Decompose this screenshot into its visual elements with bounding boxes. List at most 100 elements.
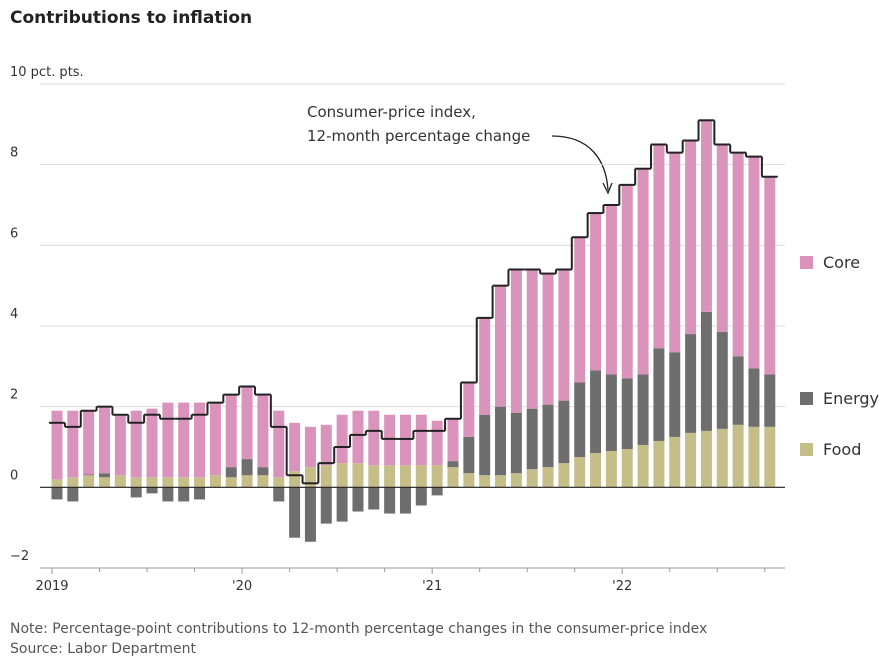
bar-segment — [83, 409, 95, 475]
annotation-arrowhead — [602, 182, 613, 195]
x-tick-label: '22 — [612, 579, 632, 594]
bar-segment — [669, 152, 681, 353]
bar-segment — [241, 475, 253, 488]
bar-segment — [510, 269, 522, 413]
bar-segment — [130, 477, 142, 488]
bar-segment — [241, 459, 253, 476]
bar-segment — [320, 465, 332, 488]
bar-segment — [748, 426, 760, 488]
annotation: 12-month percentage change — [307, 127, 530, 145]
bar-segment — [463, 436, 475, 474]
bar-segment — [289, 471, 301, 488]
bar-segment — [67, 477, 79, 488]
bar-segment — [273, 410, 285, 478]
bar-segment — [637, 374, 649, 445]
bar-segment — [590, 453, 602, 488]
bar-segment — [257, 467, 269, 476]
bar-segment — [225, 394, 237, 468]
bar-segment — [590, 213, 602, 371]
bar-segment — [99, 473, 111, 478]
bar-segment — [178, 477, 190, 488]
bar-segment — [83, 475, 95, 488]
y-tick-label: 4 — [10, 307, 18, 322]
bar-segment — [447, 461, 459, 468]
bar-segment — [415, 465, 427, 488]
bar-segment — [700, 120, 712, 312]
bar-segment — [368, 487, 380, 510]
bar-segment — [194, 477, 206, 488]
bar-segment — [304, 487, 316, 542]
legend-swatch — [800, 256, 813, 269]
y-tick-label: 0 — [10, 468, 18, 483]
y-tick-label: 2 — [10, 388, 18, 403]
bar-segment — [304, 467, 316, 488]
bar-segment — [605, 205, 617, 375]
bar-segment — [304, 426, 316, 468]
bar-segment — [384, 465, 396, 488]
bar-segment — [732, 356, 744, 425]
bar-segment — [669, 352, 681, 437]
bar-segment — [399, 414, 411, 466]
bar-segment — [431, 465, 443, 488]
bar-segment — [685, 334, 697, 433]
bar-segment — [700, 311, 712, 431]
bar-segment — [558, 463, 570, 488]
y-tick-label: 10 pct. pts. — [10, 65, 84, 80]
bar-segment — [146, 487, 158, 494]
bar-segment — [209, 475, 221, 488]
bar-segment — [431, 420, 443, 466]
bar-segment — [479, 475, 491, 488]
bar-segment — [653, 144, 665, 349]
bar-segment — [495, 285, 507, 407]
bar-segment — [463, 473, 475, 488]
legend-label: Food — [823, 440, 861, 459]
bar-segment — [273, 487, 285, 502]
bar-segment — [542, 273, 554, 405]
bar-segment — [764, 374, 776, 427]
bar-segment — [716, 332, 728, 429]
bar-segment — [605, 451, 617, 488]
bar-segment — [289, 422, 301, 472]
bar-segment — [685, 432, 697, 488]
bar-segment — [162, 402, 174, 478]
bar-segment — [574, 237, 586, 383]
bar-segment — [479, 317, 491, 415]
bar-segment — [415, 487, 427, 506]
bar-segment — [114, 475, 126, 488]
bar-segment — [510, 412, 522, 474]
bar-segment — [542, 467, 554, 488]
bar-segment — [83, 474, 95, 476]
bar-segment — [51, 410, 63, 480]
bar-segment — [99, 477, 111, 488]
bar-segment — [273, 477, 285, 488]
bar-segment — [495, 475, 507, 488]
bar-segment — [574, 382, 586, 458]
bar-segment — [748, 368, 760, 427]
legend-label: Energy — [823, 389, 879, 408]
bar-segment — [653, 440, 665, 488]
bar-segment — [384, 414, 396, 466]
bar-segment — [685, 140, 697, 335]
bar-segment — [463, 382, 475, 437]
bar-segment — [146, 477, 158, 488]
bar-segment — [764, 176, 776, 375]
bar-segment — [510, 473, 522, 488]
bar-segment — [526, 408, 538, 470]
bar-segment — [526, 469, 538, 488]
bar-segment — [558, 269, 570, 401]
chart-title: Contributions to inflation — [10, 8, 252, 28]
bar-segment — [732, 424, 744, 488]
bar-segment — [637, 168, 649, 375]
bar-segment — [621, 378, 633, 450]
bar-segment — [447, 418, 459, 462]
bar-segment — [700, 430, 712, 488]
annotation: Consumer-price index, — [307, 103, 476, 121]
bar-segment — [162, 477, 174, 488]
bar-segment — [716, 144, 728, 333]
bar-segment — [669, 436, 681, 488]
bar-segment — [99, 406, 111, 474]
bar-segment — [67, 487, 79, 502]
bar-segment — [336, 487, 348, 522]
bar-segment — [590, 370, 602, 454]
